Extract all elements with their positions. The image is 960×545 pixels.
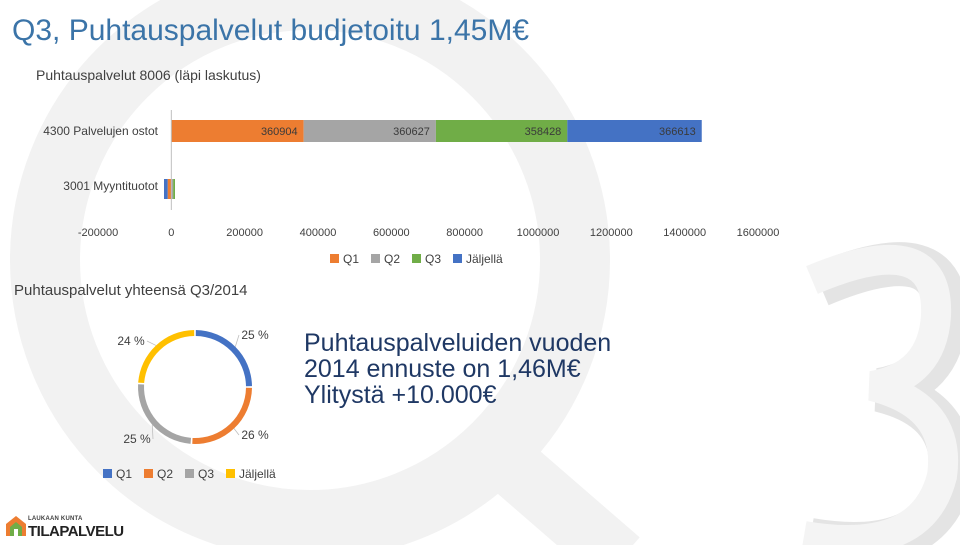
legend-label: Jäljellä	[466, 252, 503, 266]
legend-label: Q1	[116, 467, 132, 481]
donut-slice	[192, 387, 252, 444]
legend-label: Q3	[425, 252, 441, 266]
legend-swatch	[453, 254, 462, 263]
bar-chart-title: Puhtauspalvelut 8006 (läpi laskutus)	[36, 67, 261, 83]
x-tick-label: 1200000	[590, 227, 633, 239]
x-tick-label: 1600000	[737, 227, 780, 239]
bar-segment	[567, 120, 702, 142]
forecast-line-3: Ylitystä +10.000€	[304, 381, 497, 409]
slide-title: Q3, Puhtauspalvelut budjetoitu 1,45M€	[12, 14, 530, 47]
data-label: 366613	[659, 126, 696, 138]
category-label: 4300 Palvelujen ostot	[43, 124, 158, 138]
data-label: 360904	[261, 126, 298, 138]
forecast-line-2: 2014 ennuste on 1,46M€	[304, 355, 581, 383]
leader-line	[146, 340, 157, 346]
x-tick-label: 400000	[300, 227, 337, 239]
data-label: 358428	[525, 126, 562, 138]
donut-slice	[138, 384, 192, 444]
logo-text-small: LAUKAAN KUNTA	[28, 516, 83, 522]
leader-line	[234, 334, 240, 347]
donut-data-label: 24 %	[117, 334, 145, 348]
donut-data-label: 25 %	[241, 328, 269, 342]
legend-swatch	[226, 469, 235, 478]
legend-swatch	[330, 254, 339, 263]
stacked-bar-chart: Puhtauspalvelut 8006 (läpi laskutus) 4300…	[36, 67, 780, 266]
donut-slice	[195, 330, 252, 387]
bar-segment	[435, 120, 568, 142]
bar-segment	[171, 179, 174, 199]
logo-text-big: TILAPALVELU	[28, 523, 124, 540]
donut-data-label: 26 %	[241, 428, 269, 442]
legend-swatch	[103, 469, 112, 478]
legend-label: Q3	[198, 467, 214, 481]
bar-segment	[303, 120, 436, 142]
bar-segment	[164, 179, 168, 199]
x-tick-label: 600000	[373, 227, 410, 239]
legend-swatch	[185, 469, 194, 478]
doughnut-chart: 25 % 26 % 25 % 24 % Q1 Q2 Q3 Jäljellä	[103, 328, 276, 481]
legend-swatch	[412, 254, 421, 263]
category-label: 3001 Myyntituotot	[63, 179, 158, 193]
legend-label: Q2	[157, 467, 173, 481]
legend-label: Q2	[384, 252, 400, 266]
bar-segment	[167, 179, 172, 199]
x-tick-label: 200000	[226, 227, 263, 239]
leader-line	[151, 424, 154, 440]
x-tick-label: 800000	[446, 227, 483, 239]
bar-segment	[173, 179, 175, 199]
tilapalvelu-logo-icon	[6, 516, 26, 536]
x-tick-label: -200000	[78, 227, 118, 239]
legend-label: Q1	[343, 252, 359, 266]
legend-swatch	[144, 469, 153, 478]
x-tick-label: 0	[168, 227, 174, 239]
x-tick-label: 1400000	[663, 227, 706, 239]
forecast-text: Puhtauspalveluiden vuoden 2014 ennuste o…	[304, 330, 611, 408]
bar-segment	[171, 120, 304, 142]
leader-line	[233, 428, 240, 436]
donut-chart-title: Puhtauspalvelut yhteensä Q3/2014	[14, 282, 248, 299]
forecast-line-1: Puhtauspalveluiden vuoden	[304, 329, 612, 357]
data-label: 360627	[393, 126, 430, 138]
legend-swatch	[371, 254, 380, 263]
donut-data-label: 25 %	[123, 432, 151, 446]
donut-slice	[138, 330, 195, 384]
legend-label: Jäljellä	[239, 467, 276, 481]
x-tick-label: 1000000	[517, 227, 560, 239]
